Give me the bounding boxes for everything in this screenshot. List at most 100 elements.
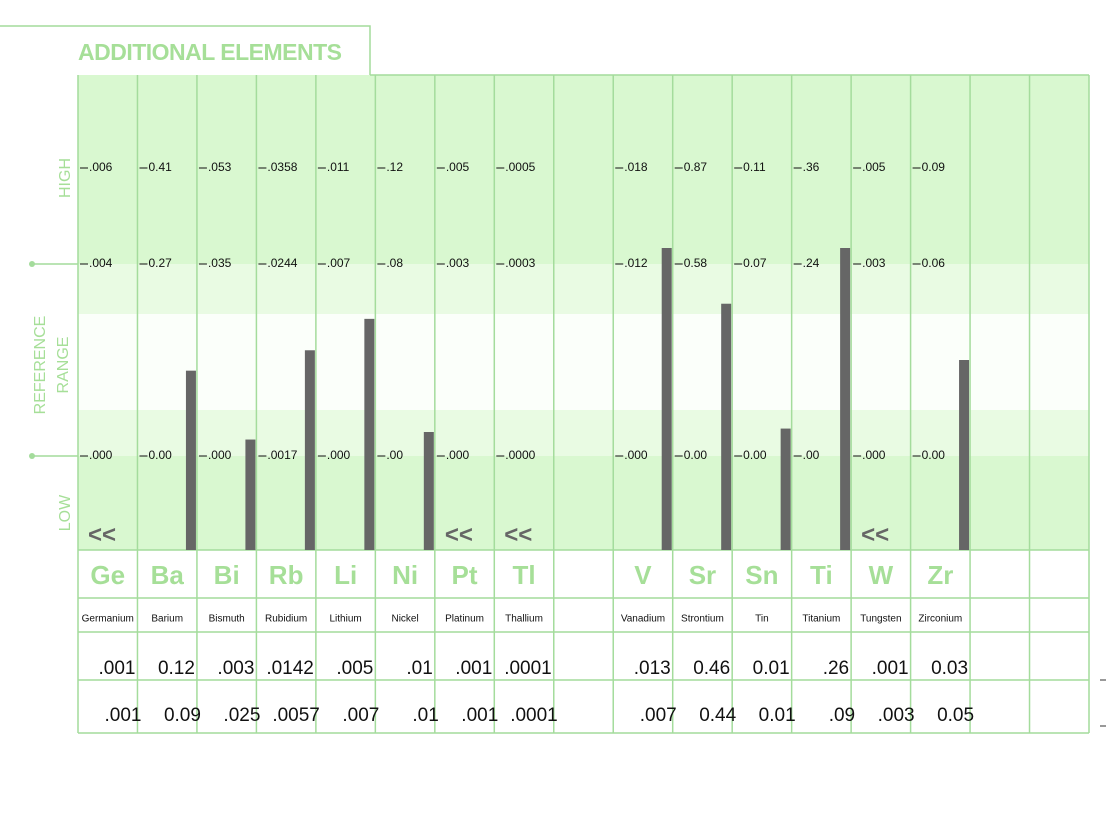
tick-label: 0.09	[922, 160, 946, 174]
low-marker: <<	[861, 521, 889, 548]
result: 0.01	[753, 658, 790, 679]
element-name: Vanadium	[621, 614, 665, 625]
result: .013	[634, 658, 671, 679]
low-label: LOW	[57, 494, 74, 531]
result: .007	[342, 705, 379, 726]
tick-label: 0.07	[743, 256, 767, 270]
low-marker: <<	[445, 521, 473, 548]
tick-label: .000	[446, 448, 470, 462]
tick-label: .003	[862, 256, 886, 270]
tick-label: .24	[803, 256, 820, 270]
result: .0001	[504, 658, 552, 679]
result-bar	[364, 318, 375, 550]
tick-label: .36	[803, 160, 820, 174]
element-symbol: Sn	[745, 560, 778, 590]
result: .001	[455, 658, 492, 679]
low-band	[78, 456, 1089, 550]
element-name: Thallium	[505, 614, 543, 625]
tick-label: .0000	[505, 448, 535, 462]
result: .09	[829, 705, 855, 726]
result: .001	[461, 705, 498, 726]
result: .001	[872, 658, 909, 679]
tick-label: .000	[208, 448, 232, 462]
result-bar	[721, 303, 732, 550]
tick-label: 0.00	[743, 448, 767, 462]
element-name: Tungsten	[860, 614, 901, 625]
element-symbol: Ge	[90, 560, 125, 590]
result-bar	[304, 350, 315, 550]
result: .001	[98, 658, 135, 679]
tick-label: .004	[89, 256, 113, 270]
tick-label: .007	[327, 256, 351, 270]
tick-label: .000	[89, 448, 113, 462]
element-name: Platinum	[445, 614, 484, 625]
element-symbol: Zr	[927, 560, 953, 590]
result: .0001	[510, 705, 558, 726]
tick-label: 0.27	[148, 256, 172, 270]
result: .26	[823, 658, 849, 679]
tick-label: .011	[327, 160, 350, 174]
result-bar	[185, 370, 196, 550]
element-name: Strontium	[681, 614, 724, 625]
element-name: Titanium	[802, 614, 840, 625]
tick-label: 0.41	[148, 160, 172, 174]
result-bar	[661, 248, 672, 550]
tick-label: .12	[386, 160, 403, 174]
element-name: Bismuth	[209, 614, 245, 625]
tick-label: .0005	[505, 160, 535, 174]
result: .0142	[266, 658, 314, 679]
result-bar	[423, 432, 434, 550]
tick-label: .006	[89, 160, 113, 174]
tick-label: .035	[208, 256, 232, 270]
tick-label: .08	[386, 256, 403, 270]
result-bar	[840, 248, 851, 550]
result: .007	[640, 705, 677, 726]
element-symbol: Rb	[269, 560, 304, 590]
result: .005	[336, 658, 373, 679]
result-bar	[780, 428, 791, 550]
tick-label: 0.00	[148, 448, 172, 462]
result-bar	[245, 439, 256, 550]
tick-label: .0358	[267, 160, 297, 174]
tick-label: .005	[862, 160, 886, 174]
tick-label: .0244	[267, 256, 297, 270]
element-symbol: Sr	[689, 560, 716, 590]
result: .01	[412, 705, 438, 726]
tick-label: .000	[624, 448, 648, 462]
tick-label: .005	[446, 160, 470, 174]
tick-label: .053	[208, 160, 232, 174]
element-symbol: Pt	[452, 560, 478, 590]
title: ADDITIONAL ELEMENTS	[78, 39, 342, 65]
low-marker: <<	[504, 521, 532, 548]
upper-ref-band	[78, 264, 1089, 314]
title-tab	[0, 25, 371, 75]
tick-label: 0.00	[922, 448, 946, 462]
tick-label: .00	[803, 448, 820, 462]
element-name: Zirconium	[918, 614, 962, 625]
result-bar	[959, 360, 970, 550]
result: 0.01	[759, 705, 796, 726]
element-symbol: W	[869, 560, 894, 590]
result: 0.05	[937, 705, 974, 726]
tick-label: 0.58	[684, 256, 708, 270]
result: 0.12	[158, 658, 195, 679]
result: 0.03	[931, 658, 968, 679]
tick-label: .000	[327, 448, 351, 462]
result: .01	[406, 658, 432, 679]
element-name: Lithium	[329, 614, 361, 625]
tick-label: 0.87	[684, 160, 708, 174]
result: .003	[878, 705, 915, 726]
result: .003	[217, 658, 254, 679]
tick-label: .0003	[505, 256, 535, 270]
element-name: Rubidium	[265, 614, 307, 625]
element-symbol: Tl	[512, 560, 535, 590]
element-name: Barium	[151, 614, 183, 625]
result: .001	[104, 705, 141, 726]
result: 0.44	[699, 705, 736, 726]
element-symbol: Ba	[151, 560, 185, 590]
element-name: Tin	[755, 614, 769, 625]
element-name: Nickel	[391, 614, 418, 625]
tick-label: 0.11	[743, 160, 766, 174]
element-symbol: Bi	[214, 560, 240, 590]
